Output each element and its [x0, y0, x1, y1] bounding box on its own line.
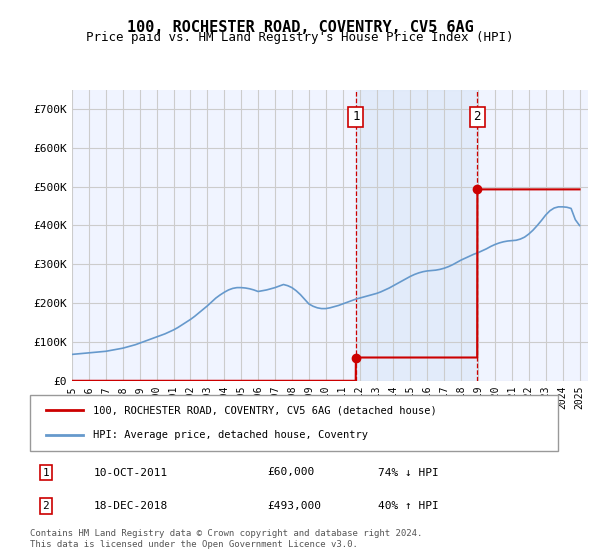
Text: 40% ↑ HPI: 40% ↑ HPI [379, 501, 439, 511]
Text: 2: 2 [43, 501, 49, 511]
Text: 10-OCT-2011: 10-OCT-2011 [94, 468, 167, 478]
Bar [356, 90, 478, 381]
Text: 74% ↓ HPI: 74% ↓ HPI [379, 468, 439, 478]
Text: 100, ROCHESTER ROAD, COVENTRY, CV5 6AG: 100, ROCHESTER ROAD, COVENTRY, CV5 6AG [127, 20, 473, 35]
Text: Contains HM Land Registry data © Crown copyright and database right 2024.
This d: Contains HM Land Registry data © Crown c… [30, 529, 422, 549]
Text: 1: 1 [352, 110, 359, 123]
Text: £60,000: £60,000 [268, 468, 315, 478]
FancyBboxPatch shape [30, 395, 558, 451]
Text: Price paid vs. HM Land Registry's House Price Index (HPI): Price paid vs. HM Land Registry's House … [86, 31, 514, 44]
Text: HPI: Average price, detached house, Coventry: HPI: Average price, detached house, Cove… [94, 430, 368, 440]
Text: 1: 1 [43, 468, 49, 478]
Text: £493,000: £493,000 [268, 501, 322, 511]
Text: 18-DEC-2018: 18-DEC-2018 [94, 501, 167, 511]
Text: 2: 2 [473, 110, 481, 123]
Text: 100, ROCHESTER ROAD, COVENTRY, CV5 6AG (detached house): 100, ROCHESTER ROAD, COVENTRY, CV5 6AG (… [94, 405, 437, 416]
